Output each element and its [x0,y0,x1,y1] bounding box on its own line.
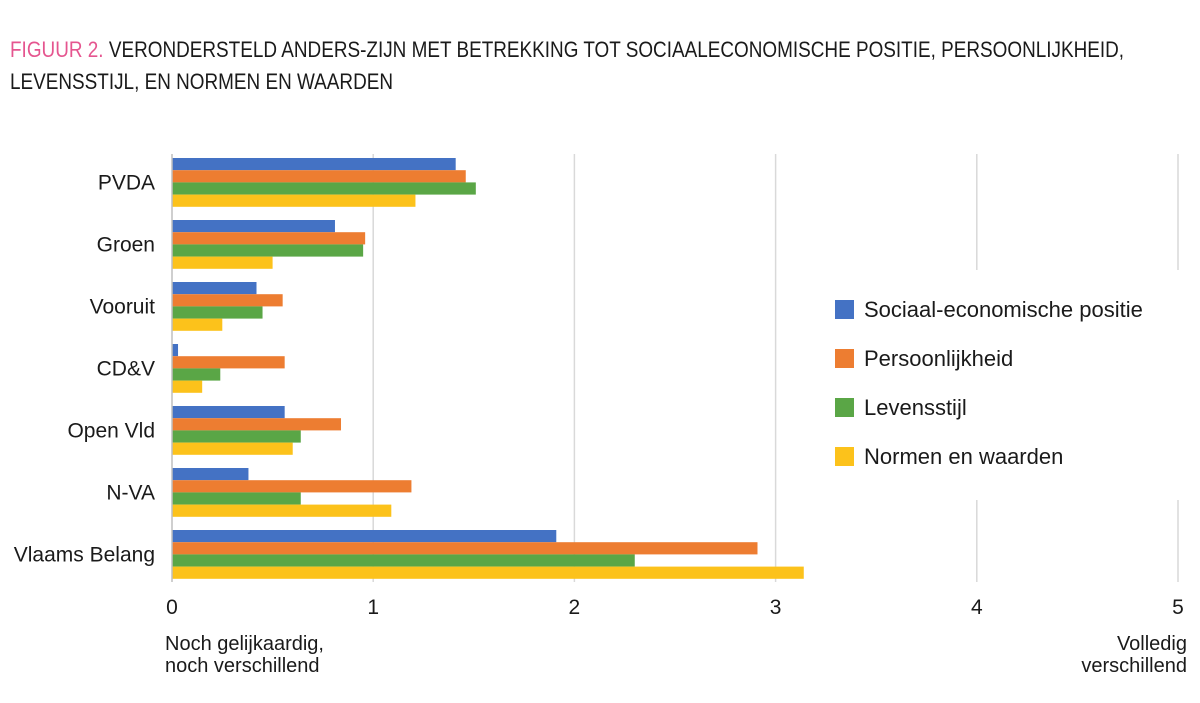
axis-note-right-line1: Volledig [1116,633,1187,655]
bar [172,356,285,369]
axis-note-left-line1: Noch gelijkaardig, [165,633,324,655]
bar [172,530,557,543]
bar [172,244,364,257]
legend-swatch [835,447,854,466]
legend-label: Levensstijl [864,395,967,420]
bar [172,318,223,331]
bar [172,182,476,195]
axis: 0 1 2 3 4 5 PVDA Groen Vooruit CD&V Open Vld N-VA Vl… [14,154,1184,619]
legend-label: Normen en waarden [864,444,1063,469]
category-label: Vooruit [90,295,156,318]
bar [172,504,392,517]
figure-label: FIGUUR 2. [10,37,104,62]
bars [172,158,804,579]
title-text: VERONDERSTELD ANDERS-ZIJN MET BETREKKING… [10,37,1125,94]
legend-label: Sociaal-economische positie [864,297,1143,322]
category-label: Open Vld [67,419,155,442]
bar [172,282,257,295]
category-label: CD&V [97,357,155,380]
chart-title: FIGUUR 2. VERONDERSTELD ANDERS-ZIJN MET … [10,34,1188,98]
bar [172,442,293,455]
legend-swatch [835,398,854,417]
bar [172,306,263,319]
axis-note-left: Noch gelijkaardig, noch verschillend [165,633,324,677]
bar [172,542,758,555]
x-tick-label: 0 [166,596,178,619]
x-tick-label: 5 [1172,596,1184,619]
bar [172,418,342,431]
bar [172,232,366,245]
legend-swatch [835,300,854,319]
bar [172,170,466,183]
bar [172,344,179,357]
legend-swatch [835,349,854,368]
bar [172,554,635,567]
bar [172,256,273,269]
legend-label: Persoonlijkheid [864,346,1013,371]
bar [172,492,301,505]
axis-note-left-line2: noch verschillend [165,655,320,677]
x-tick-label: 1 [367,596,379,619]
category-label: Groen [97,233,155,256]
bar [172,430,301,443]
bar [172,406,285,419]
bar [172,380,203,393]
bar [172,566,804,579]
bar [172,194,416,207]
category-label: PVDA [98,171,155,194]
bar [172,220,335,233]
category-label: Vlaams Belang [14,543,155,566]
x-tick-label: 4 [971,596,983,619]
legend: Sociaal-economische positie Persoonlijkhe… [835,297,1143,469]
x-tick-label: 2 [569,596,581,619]
x-tick-label: 3 [770,596,782,619]
bar [172,468,249,481]
axis-note-right: Volledig verschillend [1081,633,1187,677]
bar [172,158,456,171]
bar [172,294,283,307]
category-label: N-VA [106,481,155,504]
legend-background [812,270,1187,500]
bar [172,480,412,493]
bar [172,368,221,381]
axis-note-right-line2: verschillend [1081,655,1187,677]
